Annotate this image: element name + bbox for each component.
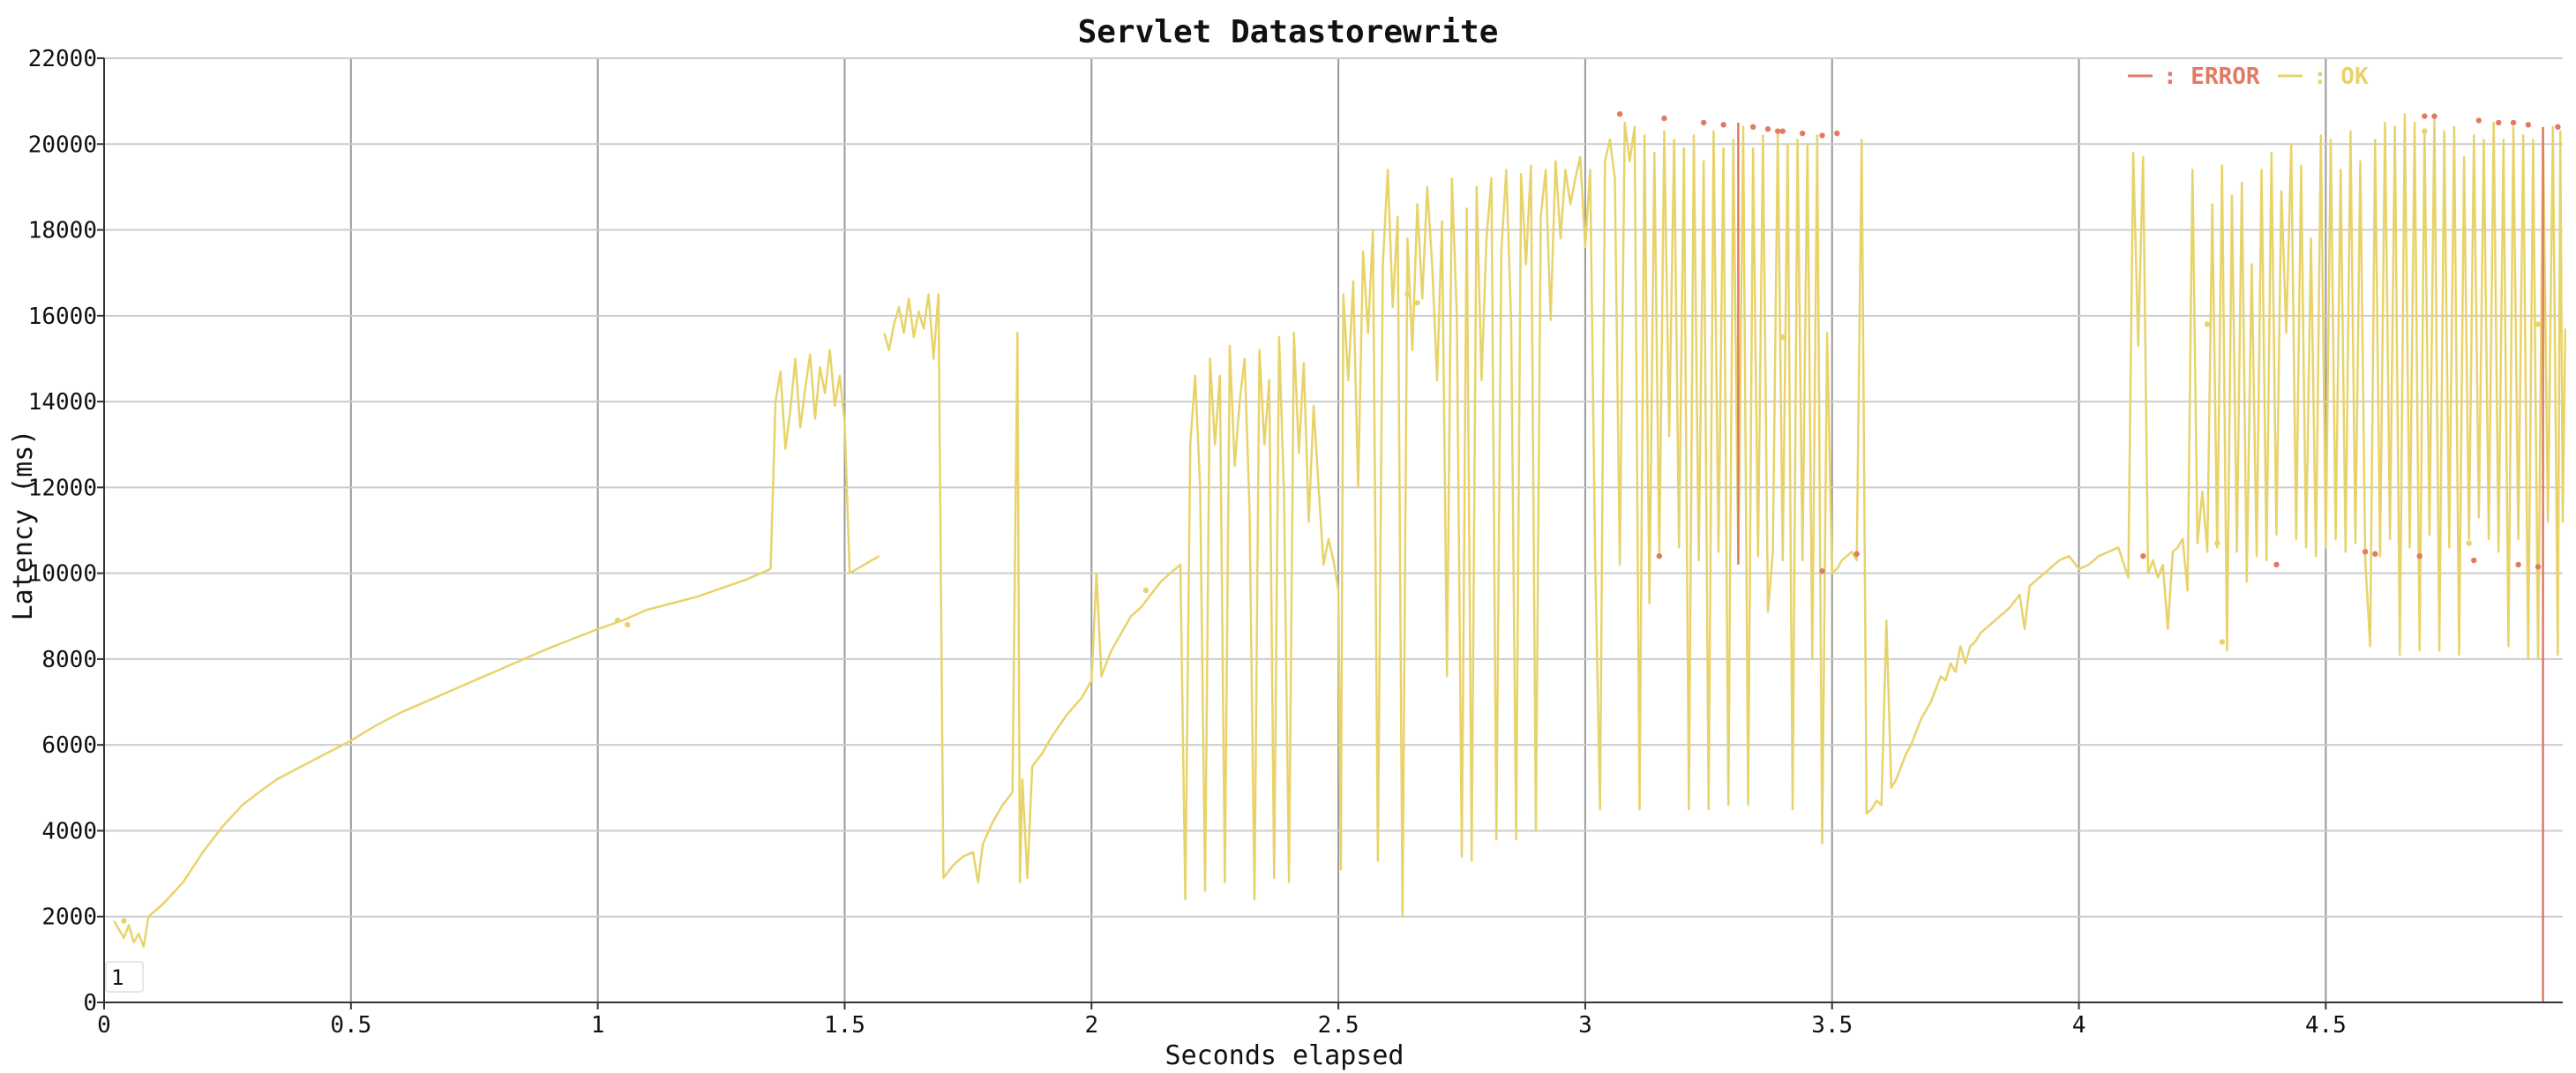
x-tick-label: 1 <box>591 1012 605 1039</box>
data-point-error <box>1764 126 1771 132</box>
data-point-error <box>2431 113 2437 119</box>
data-point-ok <box>2422 128 2428 134</box>
data-point-error <box>1774 128 1781 134</box>
series-line-ok <box>113 567 771 949</box>
data-point-error <box>1799 130 1806 137</box>
data-point-error <box>1661 115 1667 122</box>
y-tick-label: 16000 <box>28 304 97 330</box>
data-point-error <box>2496 119 2502 126</box>
y-tick-label: 22000 <box>28 46 97 72</box>
data-point-error <box>1779 128 1786 134</box>
data-point-ok <box>614 617 621 624</box>
data-point-ok <box>121 918 127 924</box>
corner-label: 1 <box>111 965 124 990</box>
y-tick-label: 10000 <box>28 561 97 588</box>
data-point-error <box>2471 557 2477 564</box>
y-tick-label: 6000 <box>41 732 97 759</box>
series-layer <box>113 111 2567 1002</box>
data-point-ok <box>1779 334 1786 341</box>
data-point-ok <box>2204 321 2211 327</box>
corner-label-box <box>105 961 144 993</box>
data-point-error <box>1701 119 1707 126</box>
x-tick-label: 0 <box>97 1012 111 1039</box>
x-tick-label: 2 <box>1084 1012 1098 1039</box>
y-axis-label: Latency (ms) <box>8 430 39 621</box>
data-point-error <box>2422 113 2428 119</box>
data-point-error <box>1656 552 1663 559</box>
data-point-error <box>1616 111 1623 117</box>
data-point-error <box>1819 132 1825 139</box>
data-point-error <box>1819 568 1825 574</box>
data-point-ok <box>625 621 631 628</box>
data-point-ok <box>2535 321 2542 327</box>
series-error <box>1616 111 2561 1002</box>
x-tick-label: 4 <box>2072 1012 2086 1039</box>
data-point-error <box>2372 551 2378 557</box>
data-point-error <box>2140 552 2146 559</box>
legend-label-ok: : OK <box>2313 64 2369 90</box>
x-tick-label: 3 <box>1578 1012 1592 1039</box>
horizontal-grid <box>104 57 2563 918</box>
data-point-ok <box>1414 300 1420 306</box>
data-point-ok <box>2466 540 2472 546</box>
data-point-error <box>1853 551 1860 557</box>
data-point-error <box>1834 130 1840 137</box>
data-point-ok <box>2214 540 2220 546</box>
legend-label-error: : ERROR <box>2163 64 2260 90</box>
y-tick-label: 18000 <box>28 218 97 244</box>
x-tick-label: 1.5 <box>824 1012 865 1039</box>
y-tick-label: 2000 <box>41 904 97 931</box>
data-point-ok <box>1404 291 1411 297</box>
data-point-error <box>1720 122 1726 128</box>
data-point-ok <box>1142 587 1149 594</box>
series-ok <box>113 112 2567 949</box>
legend: : ERROR : OK <box>2128 64 2369 90</box>
x-tick-label: 2.5 <box>1318 1012 1359 1039</box>
data-point-error <box>2525 122 2532 128</box>
data-point-error <box>2535 564 2542 570</box>
y-tick-labels: 0 2000 4000 6000 8000 10000 12000 14000 16000 180… <box>28 46 104 1017</box>
series-line-ok <box>769 349 880 574</box>
data-point-error <box>2510 119 2517 126</box>
data-point-error <box>2555 124 2561 131</box>
x-axis-label: Seconds elapsed <box>1165 1040 1404 1071</box>
series-line-ok <box>882 112 2567 918</box>
chart-title: Servlet Datastorewrite <box>1078 14 1499 50</box>
data-point-error <box>2416 552 2422 559</box>
x-tick-labels: 0 0.5 1 1.5 2 2.5 3 3.5 4 4.5 <box>97 1002 2347 1039</box>
data-point-error <box>1749 124 1756 131</box>
y-tick-label: 8000 <box>41 647 97 673</box>
data-point-error <box>2475 117 2482 124</box>
y-tick-label: 20000 <box>28 131 97 158</box>
y-tick-label: 4000 <box>41 818 97 844</box>
vertical-grid <box>349 58 2327 1002</box>
data-point-error <box>2362 549 2369 555</box>
data-point-error <box>2515 561 2521 568</box>
data-point-ok <box>2219 639 2226 645</box>
y-tick-label: 0 <box>83 990 97 1017</box>
y-tick-label: 14000 <box>28 389 97 416</box>
data-point-error <box>2273 561 2280 568</box>
x-tick-label: 4.5 <box>2305 1012 2347 1039</box>
y-tick-label: 12000 <box>28 475 97 501</box>
x-tick-label: 0.5 <box>330 1012 371 1039</box>
x-tick-label: 3.5 <box>1811 1012 1853 1039</box>
